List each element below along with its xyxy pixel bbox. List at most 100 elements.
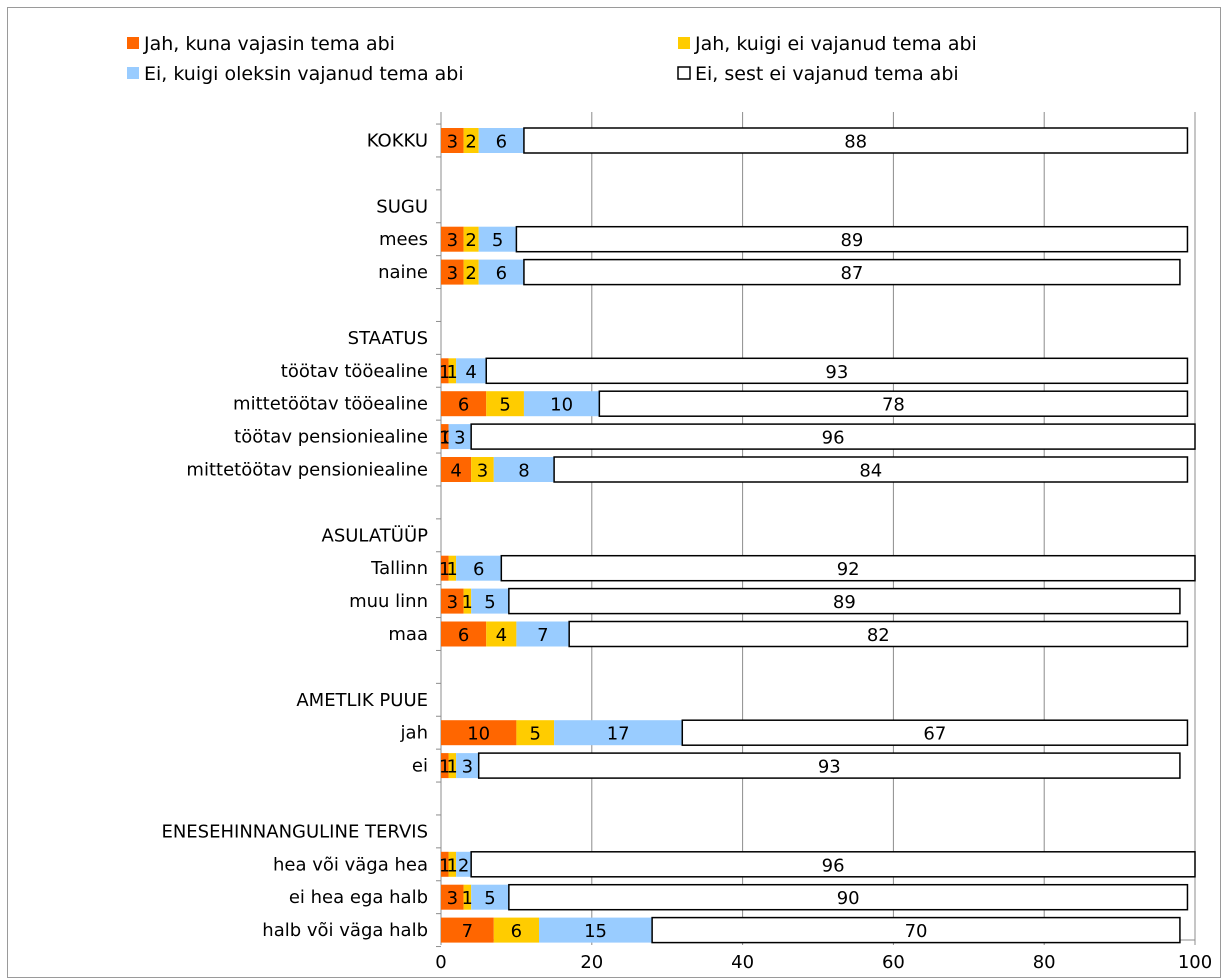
bar-segment bbox=[493, 457, 555, 482]
category-label: ei bbox=[412, 756, 428, 777]
bar-segment bbox=[441, 358, 449, 384]
data-label: 78 bbox=[882, 395, 905, 416]
data-label: 2 bbox=[465, 263, 476, 284]
category-label: hea või väga hea bbox=[273, 854, 428, 875]
category-label: töötav pensioniealine bbox=[234, 427, 428, 448]
category-label: mittetöötav tööealine bbox=[233, 394, 428, 415]
bar-segment bbox=[448, 358, 457, 384]
data-label: 1 bbox=[462, 888, 473, 909]
data-label: 70 bbox=[905, 921, 928, 942]
bar-segment bbox=[448, 424, 472, 450]
category-label: halb või väga halb bbox=[262, 920, 428, 941]
bar-segment bbox=[471, 457, 494, 482]
data-label: 4 bbox=[450, 461, 461, 482]
bar-segment bbox=[554, 720, 683, 746]
category-label: muu linn bbox=[349, 591, 428, 612]
data-label: 1 bbox=[439, 362, 450, 383]
bar-segment bbox=[456, 753, 479, 779]
bar-segment bbox=[456, 358, 487, 384]
bar-segment bbox=[598, 390, 1189, 417]
data-label: 6 bbox=[473, 559, 484, 580]
bar-segment bbox=[448, 555, 457, 581]
data-label: 2 bbox=[465, 230, 476, 251]
category-label: jah bbox=[400, 723, 428, 744]
data-label: 3 bbox=[447, 132, 458, 153]
bar-segment bbox=[441, 720, 517, 746]
data-label: 7 bbox=[462, 921, 473, 942]
category-label: ENESEHINNANGULINE TERVIS bbox=[161, 821, 428, 842]
data-label: 93 bbox=[818, 757, 841, 778]
data-label: 1 bbox=[447, 757, 458, 778]
bar-segment bbox=[456, 555, 502, 581]
x-tick-label: 20 bbox=[580, 952, 603, 973]
bar-segment bbox=[493, 917, 540, 943]
bar-segment bbox=[441, 424, 449, 450]
data-label: 1 bbox=[439, 559, 450, 580]
data-label: 5 bbox=[492, 230, 503, 251]
data-label: 89 bbox=[840, 230, 863, 251]
data-label: 6 bbox=[496, 132, 507, 153]
data-label: 90 bbox=[837, 888, 860, 909]
category-label: STAATUS bbox=[348, 328, 428, 349]
data-label: 5 bbox=[530, 724, 541, 745]
bar-segment bbox=[485, 357, 1189, 385]
data-label: 15 bbox=[584, 921, 607, 942]
data-label: 1 bbox=[447, 559, 458, 580]
data-label: 10 bbox=[467, 724, 490, 745]
data-label: 88 bbox=[844, 132, 867, 153]
bar-segment bbox=[681, 719, 1189, 746]
data-label: 1 bbox=[439, 757, 450, 778]
data-label: 2 bbox=[458, 855, 469, 876]
data-label: 89 bbox=[833, 592, 856, 613]
bar-segment bbox=[441, 917, 494, 943]
bar-segment bbox=[441, 259, 464, 285]
bar-segment bbox=[471, 884, 509, 910]
data-label: 3 bbox=[462, 757, 473, 778]
data-label: 5 bbox=[484, 888, 495, 909]
bar-segment bbox=[523, 127, 1189, 154]
bar-segment bbox=[441, 555, 449, 581]
data-label: 96 bbox=[822, 428, 845, 449]
bar-segment bbox=[441, 753, 449, 779]
bar-segment bbox=[463, 226, 479, 252]
bar-segment bbox=[448, 851, 457, 877]
bar-segment bbox=[486, 391, 524, 417]
data-label: 3 bbox=[447, 230, 458, 251]
data-label: 5 bbox=[499, 395, 510, 416]
data-label: 82 bbox=[867, 625, 890, 646]
bar-segment bbox=[470, 423, 1196, 450]
bar-segment bbox=[478, 226, 517, 252]
bar-segment bbox=[441, 226, 464, 252]
data-label: 1 bbox=[462, 592, 473, 613]
data-label: 1 bbox=[447, 855, 458, 876]
data-label: 3 bbox=[454, 428, 465, 449]
bar-segment bbox=[523, 391, 600, 417]
bar-segment bbox=[478, 128, 524, 153]
bar-segment bbox=[441, 128, 464, 153]
category-label: naine bbox=[378, 262, 428, 283]
data-label: 3 bbox=[447, 592, 458, 613]
bar-segment bbox=[463, 259, 479, 285]
bar-segment bbox=[486, 621, 517, 647]
legend-label: Jah, kuigi ei vajanud tema abi bbox=[694, 33, 977, 55]
data-label: 96 bbox=[822, 855, 845, 876]
legend-swatch bbox=[127, 37, 139, 49]
data-label: 5 bbox=[484, 592, 495, 613]
category-label: töötav tööealine bbox=[281, 361, 428, 382]
category-label: KOKKU bbox=[367, 131, 428, 152]
chart-frame bbox=[7, 7, 1221, 978]
data-label: 4 bbox=[465, 362, 476, 383]
bar-segment bbox=[478, 259, 524, 285]
bar-segment bbox=[516, 720, 555, 746]
category-label: SUGU bbox=[376, 196, 428, 217]
category-label: ei hea ega halb bbox=[289, 887, 428, 908]
bar-segment bbox=[515, 225, 1189, 253]
data-label: 3 bbox=[477, 461, 488, 482]
bar-segment bbox=[539, 917, 653, 943]
category-label: ASULATÜÜP bbox=[322, 524, 429, 546]
legend-label: Ei, kuigi oleksin vajanud tema abi bbox=[144, 63, 464, 85]
category-label: Tallinn bbox=[370, 558, 428, 579]
bar-segment bbox=[470, 851, 1196, 878]
x-tick-label: 40 bbox=[731, 952, 754, 973]
